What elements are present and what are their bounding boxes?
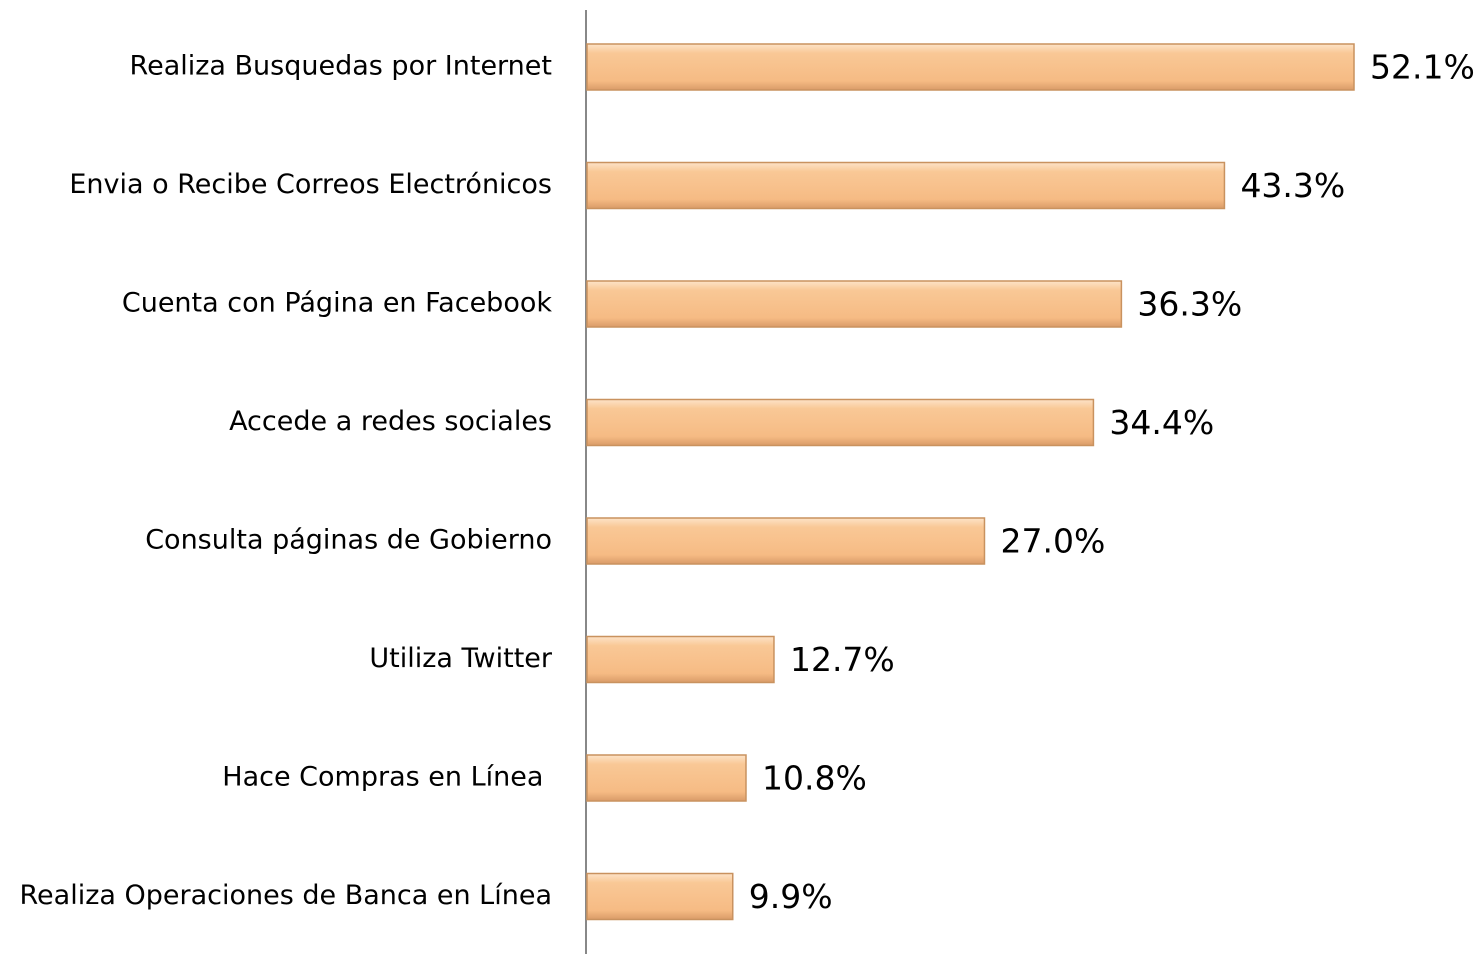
data-label: 43.3% [1240, 166, 1345, 205]
data-label: 12.7% [790, 640, 895, 679]
category-label: Realiza Busquedas por Internet [130, 51, 552, 82]
category-label: Hace Compras en Línea [222, 762, 552, 793]
data-label: 27.0% [1000, 522, 1105, 561]
category-label: Cuenta con Página en Facebook [122, 288, 552, 319]
data-label: 9.9% [749, 877, 833, 916]
category-label: Accede a redes sociales [229, 406, 552, 437]
data-label: 52.1% [1370, 48, 1475, 87]
bar [586, 161, 1226, 210]
bar [586, 754, 747, 802]
bar [586, 635, 775, 684]
data-label: 34.4% [1109, 403, 1214, 442]
bar [586, 517, 986, 565]
bar [586, 280, 1123, 328]
data-label: 10.8% [762, 759, 867, 798]
data-label: 36.3% [1137, 285, 1242, 324]
bar [586, 43, 1355, 91]
category-label: Realiza Operaciones de Banca en Línea [20, 880, 553, 911]
category-label: Utiliza Twitter [369, 643, 553, 674]
category-label: Envia o Recibe Correos Electrónicos [69, 169, 552, 200]
bar [586, 872, 734, 921]
bar [586, 398, 1095, 447]
category-label: Consulta páginas de Gobierno [145, 525, 552, 556]
